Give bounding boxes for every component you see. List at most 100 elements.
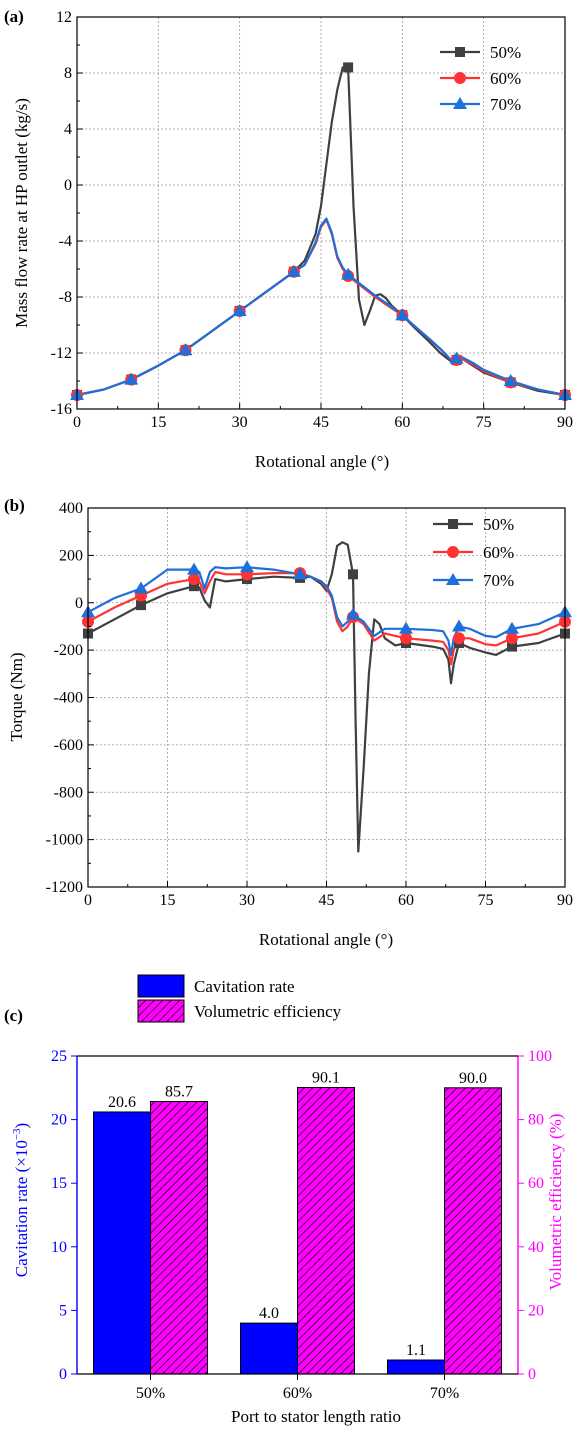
- panel-b-y-tick-label: -800: [54, 784, 83, 801]
- panel-c-left-tick-label: 15: [51, 1175, 67, 1192]
- panel-b-axes: 0 15 30 45 60 75 90 -1200 -1000 -800 -600 -400 -200 0…: [46, 500, 573, 909]
- panel-c-bars: 20.6 4.0 1.1 85.7 90.1 90.0: [93, 1069, 502, 1375]
- panel-a-legend-label-60%: 60%: [490, 69, 521, 88]
- panel-c-right-tick-label: 80: [528, 1112, 544, 1129]
- panel-b-y-tick-label: -1200: [46, 879, 83, 896]
- panel-a-legend-label-70%: 70%: [490, 95, 521, 114]
- panel-c-axes: 0 5 10 15 20 25 0 20 40 60 80 100 50% 60% 70%: [51, 1048, 552, 1402]
- panel-b-marker-70%-80: [505, 621, 519, 634]
- panel-a-label: (a): [4, 7, 24, 26]
- panel-b-marker-70%-50: [346, 607, 360, 620]
- panel-b-legend-marker-60%: [447, 546, 459, 558]
- panel-b-x-tick-label: 75: [478, 892, 494, 909]
- panel-c-data-label-Cavitation rate-70%: 1.1: [406, 1342, 426, 1359]
- panel-c-right-tick-label: 100: [528, 1048, 552, 1065]
- panel-c-right-tick-label: 20: [528, 1302, 544, 1319]
- panel-c-left-y-label-main: Cavitation rate (×10: [12, 1140, 31, 1277]
- panel-a-marker-70%-50: [341, 267, 356, 280]
- panel-c-bar-Volumetric efficiency-60%: [297, 1086, 355, 1375]
- panel-c-legend-swatch-Volumetric efficiency: [137, 999, 185, 1023]
- panel-c-bar-Volumetric efficiency-70%: [444, 1087, 502, 1375]
- panel-b-marker-70%-10: [134, 581, 148, 594]
- panel-b-x-tick-label: 0: [84, 892, 92, 909]
- panel-b-marker-70%-40: [293, 567, 307, 580]
- panel-a-legend-marker-50%: [455, 47, 465, 57]
- panel-b-marker-60%-80: [506, 632, 518, 645]
- panel-a-y-tick-label: 4: [64, 121, 72, 138]
- panel-b-y-tick-label: -400: [54, 690, 83, 707]
- panel-b-marker-50%-20: [189, 581, 199, 592]
- panel-c-left-tick-label: 25: [51, 1048, 67, 1065]
- panel-b-marker-60%-70: [453, 632, 465, 645]
- panel-b-y-tick-label: 0: [75, 595, 83, 612]
- panel-a-y-tick-label: 12: [56, 9, 72, 26]
- panel-a-marker-70%-30: [232, 304, 247, 316]
- panel-a-x-tick-label: 90: [557, 414, 573, 431]
- panel-c-left-tick-label: 10: [51, 1239, 67, 1256]
- panel-c-bar-Volumetric efficiency-50%: [150, 1100, 208, 1375]
- panel-a-x-tick-label: 45: [313, 414, 329, 431]
- panel-a-marker-70%-70: [449, 351, 464, 364]
- panel-a-x-axis-label: Rotational angle (°): [255, 452, 389, 471]
- panel-b-y-tick-label: 400: [59, 500, 83, 517]
- panel-c-data-label-Volumetric efficiency-70%: 90.0: [459, 1070, 487, 1087]
- panel-c-bar-Cavitation rate-60%: [240, 1322, 298, 1375]
- panel-b-legend-marker-70%: [446, 573, 460, 585]
- panel-c-data-label-Volumetric efficiency-60%: 90.1: [312, 1069, 340, 1086]
- panel-a-legend-marker-60%: [454, 72, 466, 84]
- panel-a-x-tick-label: 30: [232, 414, 248, 431]
- panel-b-marker-50%-10: [136, 600, 146, 611]
- panel-a-y-tick-label: 8: [64, 65, 72, 82]
- panel-a-y-tick-label: -4: [59, 233, 72, 250]
- panel-b-marker-70%-20: [187, 562, 201, 575]
- panel-a-marker-70%-10: [124, 372, 139, 385]
- panel-b-x-tick-label: 45: [319, 892, 335, 909]
- panel-b-marker-60%-20: [188, 573, 200, 586]
- panel-b-y-tick-label: -200: [54, 642, 83, 659]
- panel-c-right-y-axis-label: Volumetric efficiency (%): [546, 1114, 565, 1291]
- panel-a-marker-70%-20: [178, 343, 193, 356]
- panel-c-data-label-Cavitation rate-50%: 20.6: [108, 1094, 136, 1111]
- panel-c-label: (c): [4, 1006, 23, 1025]
- panel-c-left-y-label-end: ): [12, 1123, 31, 1129]
- panel-a-y-tick-label: -8: [59, 289, 72, 306]
- panel-a-marker-70%-60: [395, 308, 410, 321]
- panel-c-left-tick-label: 20: [51, 1112, 67, 1129]
- panel-a-x-tick-label: 75: [476, 414, 492, 431]
- panel-b-series: [81, 541, 572, 853]
- panel-b-x-tick-label: 90: [557, 892, 573, 909]
- panel-b-legend-label-60%: 60%: [483, 543, 514, 562]
- panel-b-y-axis-label: Torque (Nm): [7, 653, 26, 742]
- panel-c-x-axis-label: Port to stator length ratio: [231, 1407, 401, 1426]
- panel-c-bar-Cavitation rate-50%: [93, 1111, 151, 1375]
- panel-b-marker-70%-30: [240, 560, 254, 573]
- panel-a-x-tick-label: 15: [150, 414, 166, 431]
- panel-b-grid: [88, 508, 565, 887]
- panel-a-x-tick-label: 0: [73, 414, 81, 431]
- panel-a-marker-70%-80: [503, 374, 518, 386]
- panel-a-legend-label-50%: 50%: [490, 43, 521, 62]
- panel-c-left-tick-label: 0: [59, 1366, 67, 1383]
- panel-c-x-tick-label: 50%: [136, 1385, 165, 1402]
- panel-c-legend-swatch-Cavitation rate: [137, 974, 185, 998]
- panel-a-marker-50%-50: [343, 62, 354, 73]
- panel-c-legend-label-Volumetric efficiency: Volumetric efficiency: [194, 1002, 342, 1021]
- panel-c-left-y-label-superscript: −3: [11, 1128, 23, 1140]
- panel-c-data-label-Cavitation rate-60%: 4.0: [259, 1305, 279, 1322]
- panel-b-marker-50%-50: [348, 569, 358, 580]
- panel-a-axes: 0 15 30 45 60 75 90 -16 -12 -8 -4 0 4 8 12: [51, 9, 573, 431]
- panel-c-legend-label-Cavitation rate: Cavitation rate: [194, 977, 295, 996]
- panel-b-marker-60%-60: [400, 632, 412, 645]
- panel-a-legend: 50% 60% 70%: [440, 43, 521, 114]
- panel-a-y-tick-label: 0: [64, 177, 72, 194]
- panel-b-x-axis-label: Rotational angle (°): [259, 930, 393, 949]
- panel-a-legend-marker-70%: [453, 97, 467, 109]
- panel-b-x-tick-label: 30: [239, 892, 255, 909]
- panel-b-x-tick-label: 15: [160, 892, 176, 909]
- panel-c-data-label-Volumetric efficiency-50%: 85.7: [165, 1083, 193, 1100]
- panel-c-x-tick-label: 60%: [283, 1385, 312, 1402]
- panel-c-legend: Cavitation rate Volumetric efficiency: [137, 974, 342, 1023]
- panel-b-x-tick-label: 60: [398, 892, 414, 909]
- panel-b-marker-50%-80: [507, 641, 517, 652]
- panel-b-legend-marker-50%: [448, 519, 458, 529]
